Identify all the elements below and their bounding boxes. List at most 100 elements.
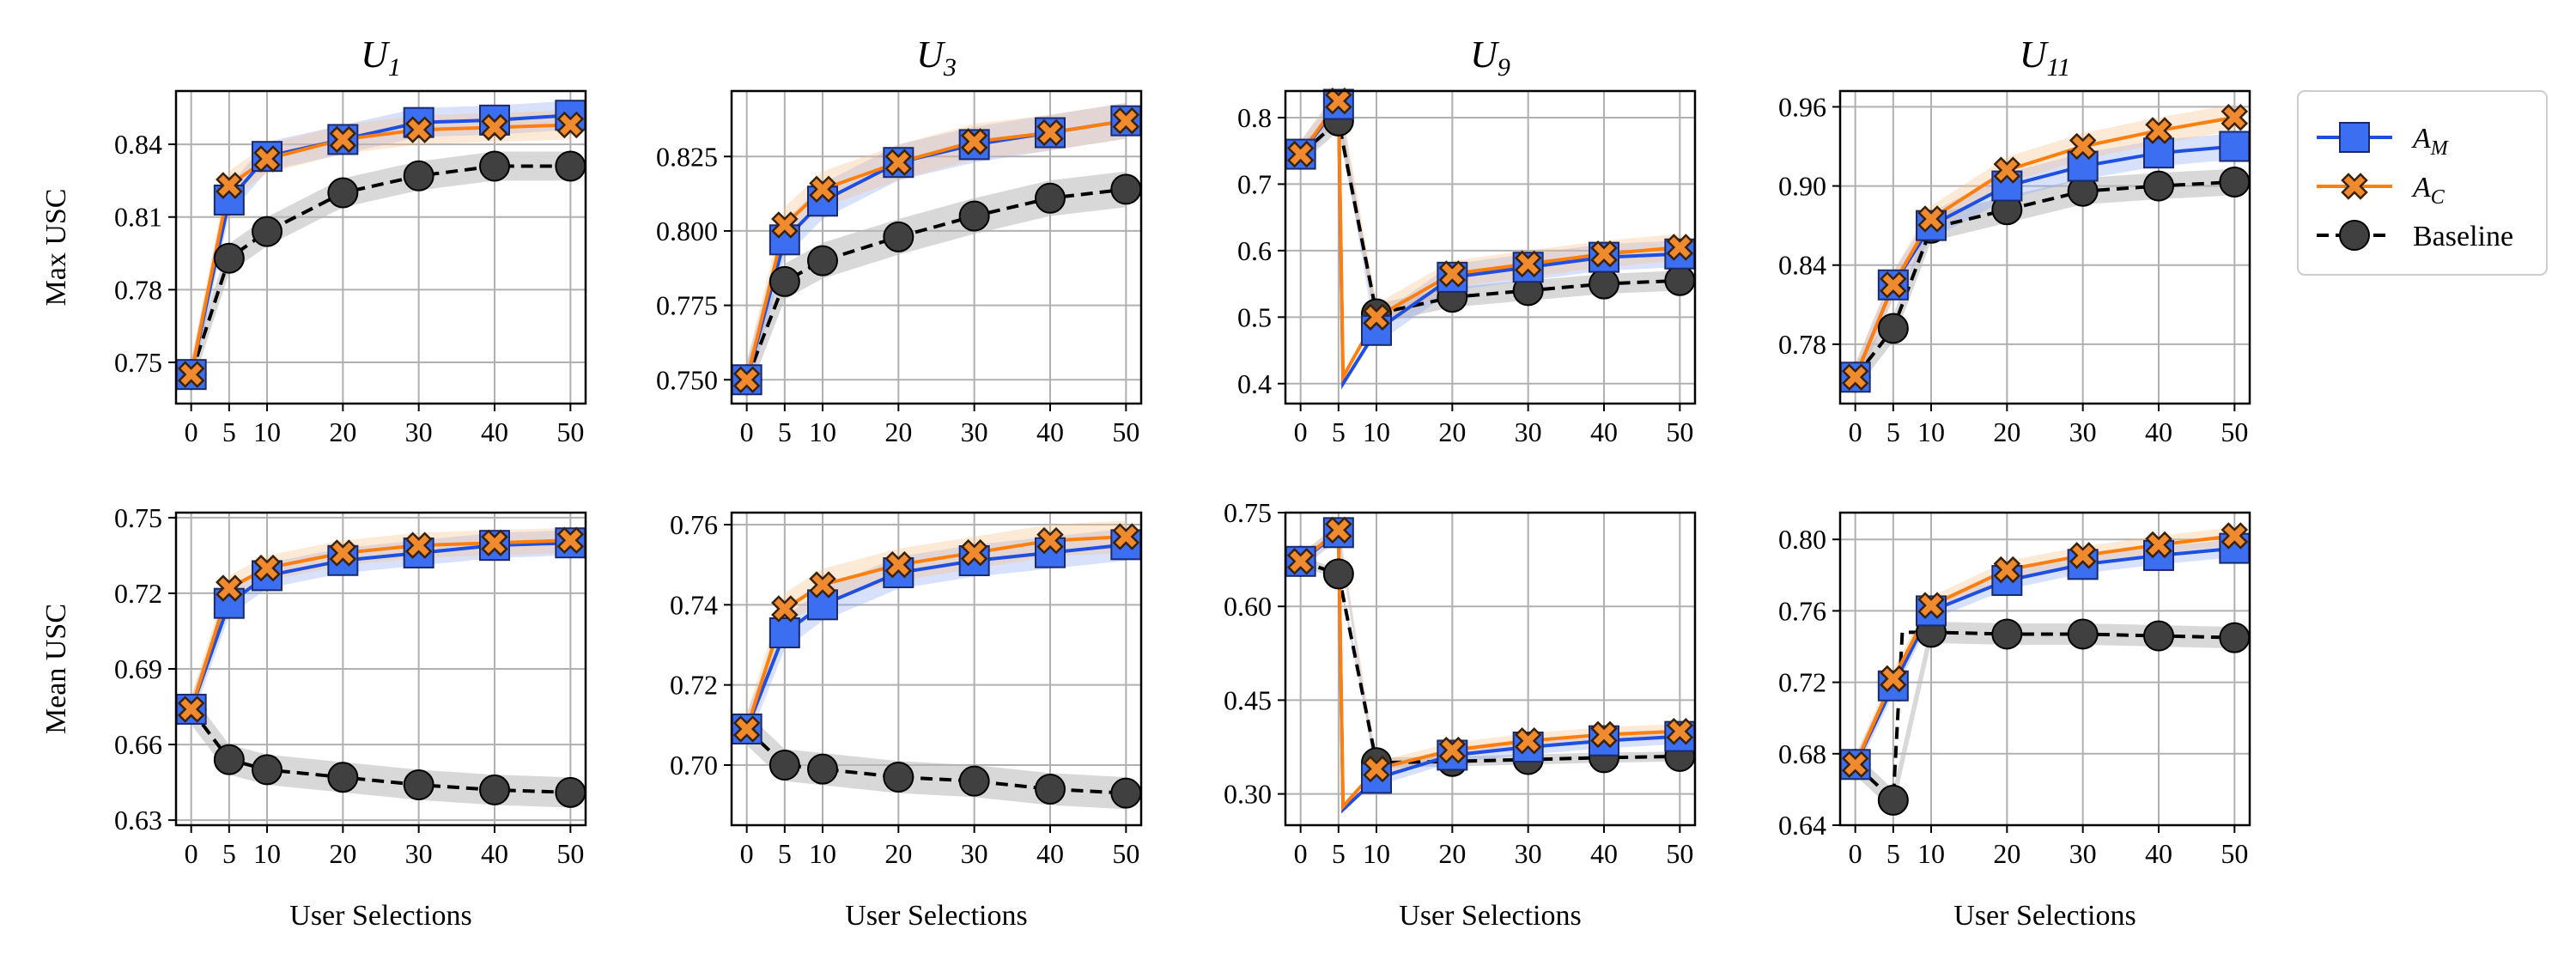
panel-title-sub: 11 — [2047, 53, 2071, 82]
legend-label-sub: C — [2431, 186, 2445, 209]
x-tick-label: 40 — [1036, 838, 1064, 869]
plot-area — [1853, 526, 2235, 811]
x-tick-label: 50 — [2221, 416, 2248, 447]
data-point-baseline — [555, 150, 586, 182]
panel-title: U11 — [2020, 33, 2071, 82]
panel-title: U3 — [916, 33, 957, 82]
data-point-ac — [253, 554, 281, 582]
data-point-am — [2219, 131, 2251, 162]
x-tick-label: 20 — [884, 838, 912, 869]
y-tick-label: 0.75 — [114, 502, 162, 533]
x-tick-label: 20 — [1993, 416, 2020, 447]
data-point-baseline — [769, 265, 800, 297]
panel-1-3: 0 5 10 20 30 40 50 0.64 0.68 0.72 0.76 0.80 User Sel… — [1778, 511, 2251, 932]
series-band-baseline — [746, 713, 1127, 810]
data-point-ac — [960, 538, 988, 567]
x-tick-label: 5 — [778, 416, 792, 447]
x-tick-label: 0 — [740, 838, 754, 869]
data-point-ac — [253, 145, 281, 173]
data-point-ac — [1514, 726, 1542, 755]
legend-label-main: A — [2411, 172, 2431, 204]
y-tick-label: 0.63 — [114, 805, 162, 835]
data-point-ac — [1880, 271, 1907, 299]
data-point-ac — [1438, 736, 1467, 764]
data-point-ac — [2221, 103, 2249, 131]
y-tick-label: 0.72 — [1778, 667, 1826, 698]
series-band-ac — [746, 520, 1127, 745]
data-point-am — [2067, 150, 2099, 182]
x-tick-label: 5 — [1886, 416, 1900, 447]
series-band-am — [1855, 539, 2235, 774]
data-point-ac — [809, 175, 836, 204]
series-band-baseline — [191, 151, 571, 390]
data-point-ac — [884, 149, 913, 176]
panel-title-main: U — [1470, 33, 1500, 76]
x-tick-label: 50 — [1666, 416, 1693, 447]
x-tick-label: 30 — [405, 838, 433, 869]
data-point-am — [2143, 137, 2174, 169]
y-tick-label: 0.90 — [1778, 171, 1826, 202]
plot-area — [1853, 104, 2235, 391]
x-tick-label: 10 — [1917, 416, 1945, 447]
x-tick-label: 0 — [1849, 838, 1862, 869]
legend-label-ac: AC — [2411, 172, 2445, 209]
data-point-am — [769, 617, 800, 648]
x-axis-label: User Selections — [289, 900, 471, 932]
x-tick-label: 20 — [1438, 838, 1466, 869]
data-point-baseline — [769, 750, 800, 781]
data-point-baseline — [2143, 170, 2174, 202]
data-point-ac — [1112, 523, 1140, 550]
x-tick-label: 50 — [1666, 838, 1693, 869]
data-point-ac — [1666, 718, 1694, 745]
x-tick-label: 10 — [809, 416, 836, 447]
x-tick-label: 50 — [1112, 838, 1139, 869]
data-point-ac — [177, 696, 205, 723]
x-tick-label: 30 — [2069, 416, 2097, 447]
x-tick-label: 0 — [185, 416, 198, 447]
y-tick-label: 0.81 — [114, 202, 162, 233]
data-point-ac — [329, 125, 357, 154]
data-point-ac — [1325, 516, 1352, 544]
data-point-ac — [556, 526, 585, 555]
panel-title-main: U — [2020, 33, 2050, 76]
data-point-ac — [771, 595, 799, 623]
x-axis-label: User Selections — [845, 900, 1027, 932]
data-point-baseline — [807, 753, 838, 785]
x-tick-label: 40 — [2145, 838, 2172, 869]
y-tick-label: 0.84 — [114, 129, 162, 160]
y-axis-label: Max USC — [40, 189, 72, 307]
data-point-baseline — [327, 177, 359, 209]
data-point-ac — [216, 172, 243, 199]
y-tick-label: 0.6 — [1237, 235, 1272, 266]
x-tick-label: 30 — [1515, 838, 1542, 869]
panel-0-3: 0 5 10 20 30 40 50 0.78 0.84 0.90 0.96 U11 — [1778, 33, 2251, 447]
data-point-baseline — [958, 200, 990, 232]
data-point-ac — [960, 128, 988, 155]
panel-title-main: U — [916, 33, 946, 76]
y-tick-label: 0.825 — [656, 141, 718, 172]
panel-frame — [1284, 89, 1697, 405]
y-tick-label: 0.7 — [1237, 168, 1272, 199]
data-point-ac — [216, 574, 243, 602]
x-tick-label: 20 — [884, 416, 912, 447]
data-point-baseline — [2219, 166, 2251, 197]
data-point-ac — [1590, 240, 1618, 268]
data-point-baseline — [958, 765, 990, 797]
x-tick-label: 50 — [1112, 416, 1139, 447]
y-tick-label: 0.750 — [656, 364, 718, 395]
x-tick-label: 0 — [1849, 416, 1862, 447]
data-point-baseline — [1877, 313, 1909, 344]
data-point-ac — [771, 211, 799, 239]
x-tick-label: 50 — [2221, 838, 2248, 869]
panel-title: U1 — [361, 33, 401, 82]
plot-area — [189, 527, 571, 808]
data-point-ac — [1286, 140, 1315, 168]
data-point-baseline — [252, 754, 283, 786]
data-point-am — [1991, 565, 2023, 597]
x-tick-label: 40 — [1036, 416, 1064, 447]
data-point-ac — [732, 366, 761, 394]
x-tick-label: 10 — [253, 838, 281, 869]
x-tick-label: 0 — [185, 838, 198, 869]
data-point-ac — [1325, 87, 1352, 115]
x-tick-label: 10 — [253, 416, 281, 447]
